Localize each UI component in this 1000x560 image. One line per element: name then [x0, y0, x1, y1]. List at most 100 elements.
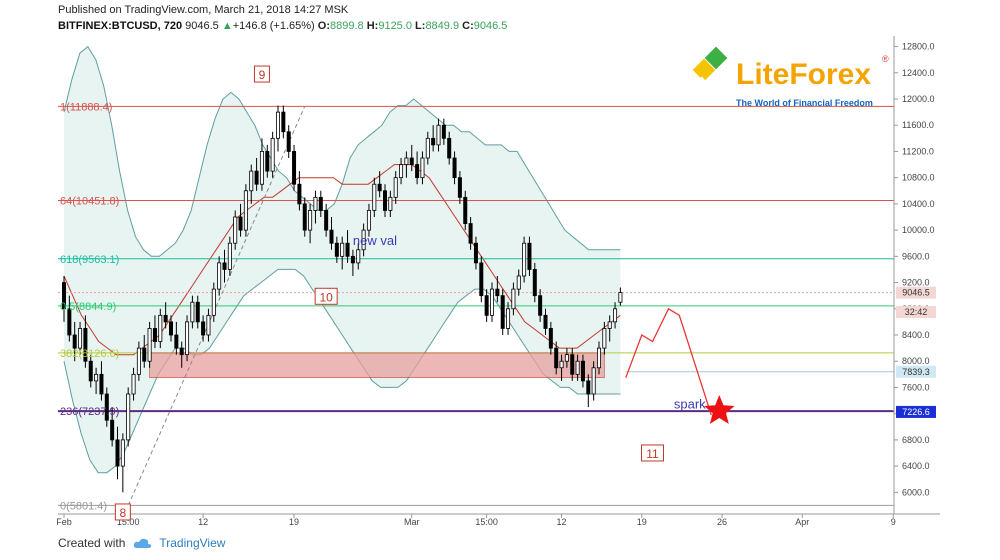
- tradingview-link[interactable]: TradingView: [159, 536, 226, 550]
- candle-body: [489, 288, 494, 316]
- candle-body: [259, 151, 264, 185]
- wave-label-box: [641, 444, 664, 462]
- fib-level-label: 236(7237.9): [60, 406, 119, 418]
- candle-body: [393, 177, 398, 198]
- candle-body: [468, 223, 473, 244]
- candle-body: [500, 295, 505, 329]
- candle-body: [554, 347, 559, 369]
- candle-body: [88, 360, 93, 382]
- candle-body: [243, 190, 248, 231]
- candle-body: [222, 262, 227, 270]
- candle-body: [190, 301, 195, 323]
- candle-body: [211, 288, 216, 316]
- candle-body: [484, 295, 489, 316]
- candle-body: [602, 328, 607, 349]
- candle-body: [249, 170, 254, 192]
- candle-body: [217, 262, 222, 290]
- logo-tagline: The World of Financial Freedom: [736, 98, 873, 108]
- candle-body: [233, 216, 238, 244]
- created-with-text: Created with: [58, 536, 126, 550]
- candle-body: [147, 328, 152, 362]
- y-tick-label: 11200.0: [902, 146, 934, 156]
- candle-body: [586, 380, 591, 395]
- candle-body: [115, 439, 120, 467]
- candle-body: [329, 229, 334, 244]
- candle-body: [532, 269, 537, 297]
- y-tick-label: 9600.0: [902, 251, 930, 261]
- y-tick-label: 12000.0: [902, 94, 935, 104]
- candle-body: [350, 255, 355, 264]
- logo-registered: ®: [882, 54, 889, 64]
- footer: Created with TradingView: [58, 536, 225, 550]
- candle-body: [126, 393, 131, 441]
- y-tick-label: 7600.0: [902, 382, 930, 392]
- candle-body: [548, 328, 553, 349]
- change-text: +146.8 (+1.65%): [232, 20, 315, 32]
- candle-body: [174, 334, 179, 349]
- logo-name: LiteForex: [736, 58, 871, 91]
- liteforex-logo: LiteForex ® The World of Financial Freed…: [692, 46, 889, 108]
- fib-level-label: 382(8126.6): [60, 348, 119, 360]
- candle-body: [163, 314, 168, 323]
- candle-body: [522, 242, 527, 277]
- candle-body: [142, 347, 147, 362]
- candle-body: [120, 439, 125, 467]
- symbol-text: BITFINEX:BTCUSD, 720: [58, 20, 183, 32]
- candle-body: [356, 249, 361, 264]
- x-tick-label: 19: [289, 517, 299, 527]
- y-tick-label: 6400.0: [902, 461, 930, 471]
- open-value: 8899.8: [330, 20, 364, 32]
- price-label-box: [896, 306, 936, 319]
- published-line: Published on TradingView.com, March 21, …: [58, 2, 507, 18]
- candle-body: [286, 131, 291, 152]
- logo-mark-icon: [692, 46, 737, 97]
- price-label: 32:42: [905, 307, 928, 317]
- candle-body: [131, 373, 136, 395]
- candle-body: [206, 314, 211, 336]
- candle-body: [399, 164, 404, 179]
- y-tick-label: 8400.0: [902, 330, 930, 340]
- candle-body: [463, 196, 468, 224]
- candle-body: [227, 242, 232, 270]
- candle-body: [388, 196, 393, 211]
- candle-body: [104, 393, 109, 421]
- high-value: 9125.0: [378, 20, 412, 32]
- candle-body: [158, 314, 163, 342]
- price-label: 7226.6: [902, 407, 930, 417]
- candle-body: [313, 196, 318, 211]
- wave-label: 8: [120, 506, 127, 520]
- wave-label: 11: [646, 447, 659, 461]
- low-value: 8849.9: [425, 20, 460, 32]
- candle-body: [377, 183, 382, 192]
- candle-body: [361, 229, 366, 251]
- candle-body: [366, 210, 371, 231]
- x-tick-label: 12: [557, 517, 567, 527]
- y-tick-label: 8000.0: [902, 356, 930, 366]
- candle-body: [110, 419, 115, 441]
- candle-body: [409, 157, 414, 165]
- candle-body: [136, 347, 141, 375]
- wave-label: 9: [259, 68, 266, 82]
- candle-body: [94, 373, 99, 382]
- candle-body: [168, 321, 173, 336]
- candle-body: [570, 354, 575, 375]
- candle-body: [425, 137, 430, 159]
- y-tick-label: 6000.0: [902, 487, 930, 497]
- candle-body: [340, 242, 345, 257]
- price-label: 7839.3: [902, 367, 930, 377]
- fib-trend-line: [127, 106, 306, 506]
- y-tick-label: 10800.0: [902, 173, 935, 183]
- last-price: 9046.5: [185, 20, 219, 32]
- fib-level-label: 0.5(8844.9): [60, 301, 116, 313]
- candle-body: [179, 347, 184, 356]
- x-tick-label: 26: [717, 517, 727, 527]
- up-triangle-icon: ▲: [221, 20, 233, 32]
- candle-body: [516, 275, 521, 290]
- candle-body: [452, 157, 457, 179]
- chart-header: Published on TradingView.com, March 21, …: [58, 2, 507, 34]
- candle-body: [618, 292, 623, 303]
- wave-label: 10: [319, 290, 333, 304]
- close-label: C:: [462, 20, 474, 32]
- candle-body: [436, 124, 441, 146]
